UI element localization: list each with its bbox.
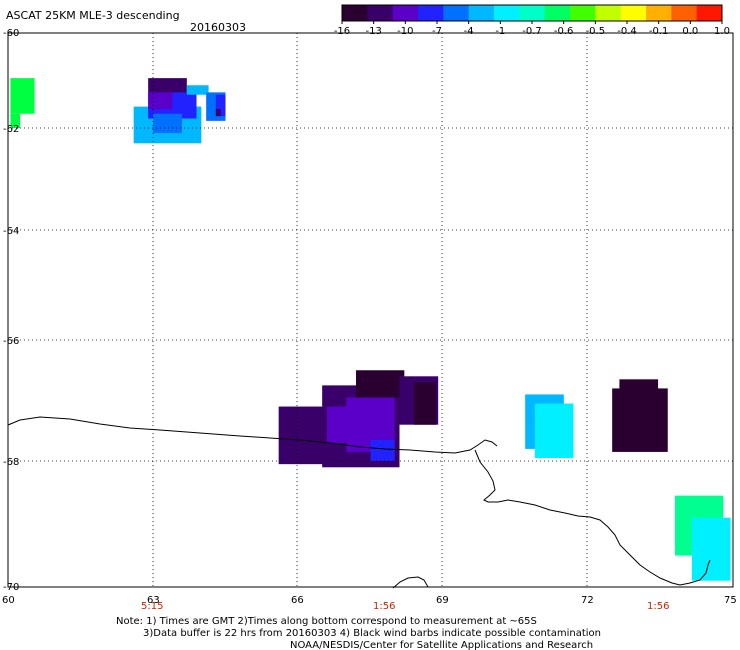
ice-shelf-outline: [474, 449, 711, 586]
data-cell: [215, 94, 226, 117]
map-date: 20160303: [190, 21, 246, 34]
colorbar-label: -0.7: [522, 26, 542, 37]
data-cell: [619, 379, 659, 398]
colorbar-label: 1.0: [714, 26, 730, 37]
colorbar-swatch: [468, 5, 495, 21]
colorbar-label: -7: [432, 26, 442, 37]
note-line-3: NOAA/NESDIS/Center for Satellite Applica…: [290, 640, 593, 650]
lon-label: 69: [436, 595, 449, 606]
colorbar-label: 0.0: [682, 26, 698, 37]
data-cell: [534, 403, 574, 458]
colorbar-swatch: [570, 5, 596, 21]
data-cell: [153, 113, 182, 134]
colorbar-swatch: [671, 5, 698, 21]
lon-label: 63: [147, 595, 160, 606]
colorbar-swatch: [646, 5, 672, 21]
data-cell: [148, 78, 187, 95]
colorbar-swatch: [443, 5, 470, 21]
lon-label: 60: [2, 595, 15, 606]
colorbar-swatch: [342, 5, 368, 21]
data-cell: [612, 388, 668, 452]
lat-label: -68: [3, 457, 19, 468]
lat-label: -64: [3, 226, 19, 237]
gridlines: [8, 33, 733, 587]
colorbar-label: -10: [397, 26, 413, 37]
coastline: [7, 416, 498, 454]
lon-label: 72: [581, 595, 594, 606]
colorbar-swatch: [418, 5, 444, 21]
colorbar-label: -1: [495, 26, 505, 37]
colorbar-label: -4: [464, 26, 474, 37]
colorbar-swatch: [367, 5, 394, 21]
colorbar-label: -0.5: [586, 26, 606, 37]
lat-label: -60: [3, 28, 19, 39]
note-line-2: 3)Data buffer is 22 hrs from 20160303 4)…: [143, 628, 601, 639]
latitude-labels: -60 -62 -64 -66 -68 -70: [3, 28, 19, 593]
note-line-1: Note: 1) Times are GMT 2)Times along bot…: [116, 616, 537, 627]
data-cell: [370, 439, 395, 461]
plot-frame: [7, 32, 734, 588]
colorbar-swatch: [544, 5, 571, 21]
pass-time: 1:56: [373, 601, 395, 612]
colorbar-swatch: [620, 5, 647, 21]
colorbar-swatch: [595, 5, 622, 21]
data-cells: [10, 78, 731, 581]
lon-label: 66: [291, 595, 304, 606]
colorbar-swatch: [696, 5, 723, 21]
data-cell: [327, 406, 361, 443]
colorbar-swatch: [392, 5, 419, 21]
colorbar-label: -0.1: [649, 26, 669, 37]
lat-label: -62: [3, 124, 19, 135]
coastline-arc: [392, 576, 429, 589]
data-cell: [186, 85, 209, 95]
data-cell: [10, 78, 35, 114]
colorbar-label: -16: [334, 26, 350, 37]
footnotes: Note: 1) Times are GMT 2)Times along bot…: [116, 616, 601, 650]
data-cell: [414, 382, 436, 425]
data-cell: [356, 370, 405, 398]
pass-time: 1:56: [647, 601, 669, 612]
colorbar-swatch: [494, 5, 520, 21]
pass-time: 5:15: [141, 601, 163, 612]
lat-label: -70: [3, 582, 19, 593]
colorbar-label: -0.6: [554, 26, 574, 37]
data-cell: [215, 109, 221, 117]
lon-label: 75: [724, 595, 737, 606]
colorbar-label: -13: [365, 26, 381, 37]
data-cell: [10, 113, 21, 128]
lat-label: -66: [3, 336, 19, 347]
map-title: ASCAT 25KM MLE-3 descending: [6, 9, 180, 22]
colorbar-swatch: [519, 5, 546, 21]
data-cell: [148, 92, 173, 109]
colorbar: -16 -13 -10 -7 -4 -1 -0.7 -0.6 -0.5 -0.4 -0.1 0.0 1.…: [334, 4, 730, 37]
colorbar-label: -0.4: [617, 26, 637, 37]
longitude-labels: 60 63 66 69 72 75: [2, 595, 737, 606]
pass-times: 5:15 1:56 1:56: [141, 601, 669, 612]
data-cell: [691, 517, 731, 581]
